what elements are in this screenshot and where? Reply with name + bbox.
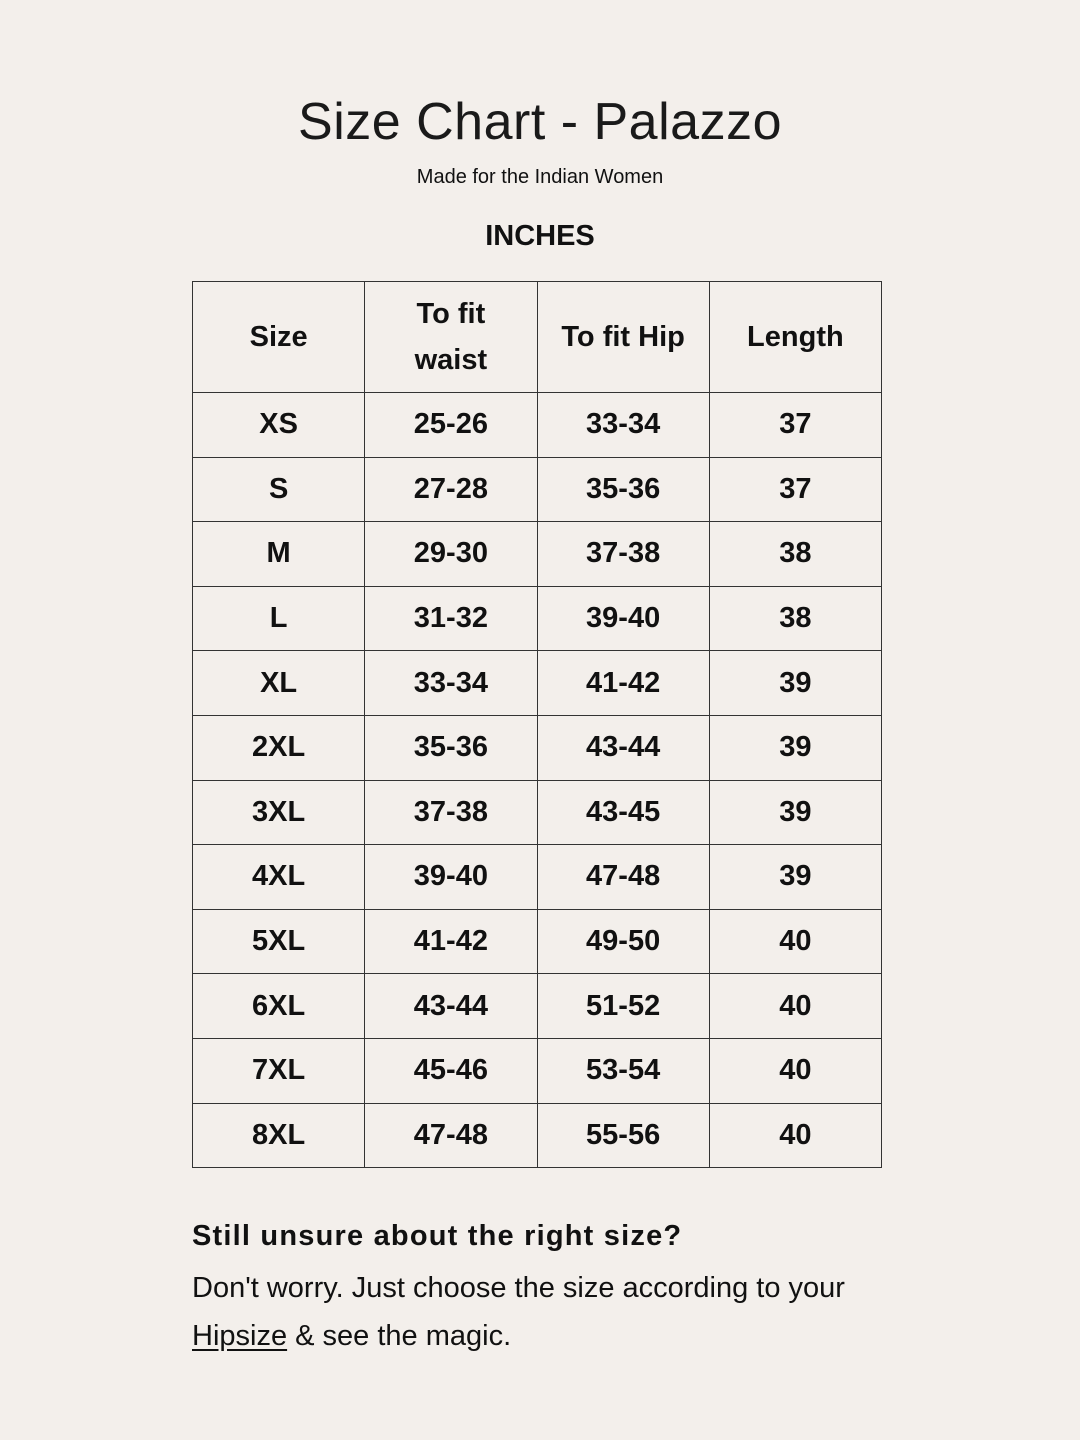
cell-size: 7XL: [191, 1037, 366, 1104]
cell-hip: 51-52: [536, 973, 710, 1039]
header-length: Length: [708, 281, 883, 393]
cell-waist: 39-40: [364, 844, 538, 910]
cell-hip: 55-56: [536, 1102, 710, 1169]
cell-size: 5XL: [191, 908, 366, 975]
cell-waist: 37-38: [364, 779, 538, 846]
cell-length: 40: [708, 973, 883, 1039]
cell-length: 37: [708, 392, 883, 458]
cell-length: 39: [708, 650, 883, 716]
unit-label: INCHES: [485, 220, 595, 252]
table-header-row: Size To fit waist To fit Hip Length: [191, 281, 883, 393]
hipsize-link[interactable]: Hipsize: [192, 1320, 288, 1352]
table-row: XL 33-34 41-42 39: [191, 650, 883, 716]
cell-size: L: [191, 585, 366, 652]
cell-length: 39: [708, 844, 883, 910]
table-row: 7XL 45-46 53-54 40: [191, 1037, 883, 1104]
cell-length: 40: [708, 1102, 883, 1169]
cell-waist: 29-30: [364, 521, 538, 587]
cell-length: 39: [708, 779, 883, 846]
cell-hip: 47-48: [536, 844, 710, 910]
cell-waist: 27-28: [364, 456, 538, 523]
page-title: Size Chart - Palazzo: [298, 93, 782, 151]
cell-size: S: [191, 456, 366, 523]
note-text: Don't worry. Just choose the size accord…: [192, 1264, 912, 1360]
cell-length: 38: [708, 521, 883, 587]
cell-waist: 31-32: [364, 585, 538, 652]
table-row: 4XL 39-40 47-48 39: [191, 844, 883, 910]
cell-length: 39: [708, 714, 883, 781]
cell-hip: 43-45: [536, 779, 710, 846]
table-row: 2XL 35-36 43-44 39: [191, 714, 883, 781]
table-row: XS 25-26 33-34 37: [191, 392, 883, 458]
cell-hip: 37-38: [536, 521, 710, 587]
cell-hip: 53-54: [536, 1037, 710, 1104]
table-row: 3XL 37-38 43-45 39: [191, 779, 883, 846]
note-line1: Don't worry. Just choose the size accord…: [192, 1272, 845, 1304]
table-row: 6XL 43-44 51-52 40: [191, 973, 883, 1039]
table-row: L 31-32 39-40 38: [191, 585, 883, 652]
note-heading: Still unsure about the right size?: [192, 1220, 683, 1252]
cell-hip: 39-40: [536, 585, 710, 652]
cell-waist: 43-44: [364, 973, 538, 1039]
cell-waist: 25-26: [364, 392, 538, 458]
cell-waist: 41-42: [364, 908, 538, 975]
cell-size: XL: [191, 650, 366, 716]
cell-size: XS: [191, 392, 366, 458]
table-row: M 29-30 37-38 38: [191, 521, 883, 587]
cell-hip: 43-44: [536, 714, 710, 781]
table-row: S 27-28 35-36 37: [191, 456, 883, 523]
cell-waist: 35-36: [364, 714, 538, 781]
table-row: 5XL 41-42 49-50 40: [191, 908, 883, 975]
cell-length: 38: [708, 585, 883, 652]
table-body: XS 25-26 33-34 37 S 27-28 35-36 37 M 29-30 37-38 38…: [191, 392, 883, 1169]
cell-waist: 33-34: [364, 650, 538, 716]
cell-hip: 41-42: [536, 650, 710, 716]
cell-size: 8XL: [191, 1102, 366, 1169]
cell-size: 3XL: [191, 779, 366, 846]
header-waist: To fit waist: [364, 281, 538, 393]
cell-length: 40: [708, 908, 883, 975]
note-line2: & see the magic.: [287, 1320, 512, 1352]
cell-size: 2XL: [191, 714, 366, 781]
cell-size: M: [191, 521, 366, 587]
cell-hip: 35-36: [536, 456, 710, 523]
size-table: Size To fit waist To fit Hip Length XS 25…: [191, 281, 883, 1169]
cell-length: 40: [708, 1037, 883, 1104]
subtitle: Made for the Indian Women: [416, 166, 664, 188]
cell-hip: 33-34: [536, 392, 710, 458]
cell-size: 6XL: [191, 973, 366, 1039]
table-row: 8XL 47-48 55-56 40: [191, 1102, 883, 1169]
cell-size: 4XL: [191, 844, 366, 910]
header-size: Size: [191, 281, 366, 393]
cell-waist: 47-48: [364, 1102, 538, 1169]
cell-waist: 45-46: [364, 1037, 538, 1104]
header-hip: To fit Hip: [536, 281, 710, 393]
cell-hip: 49-50: [536, 908, 710, 975]
cell-length: 37: [708, 456, 883, 523]
